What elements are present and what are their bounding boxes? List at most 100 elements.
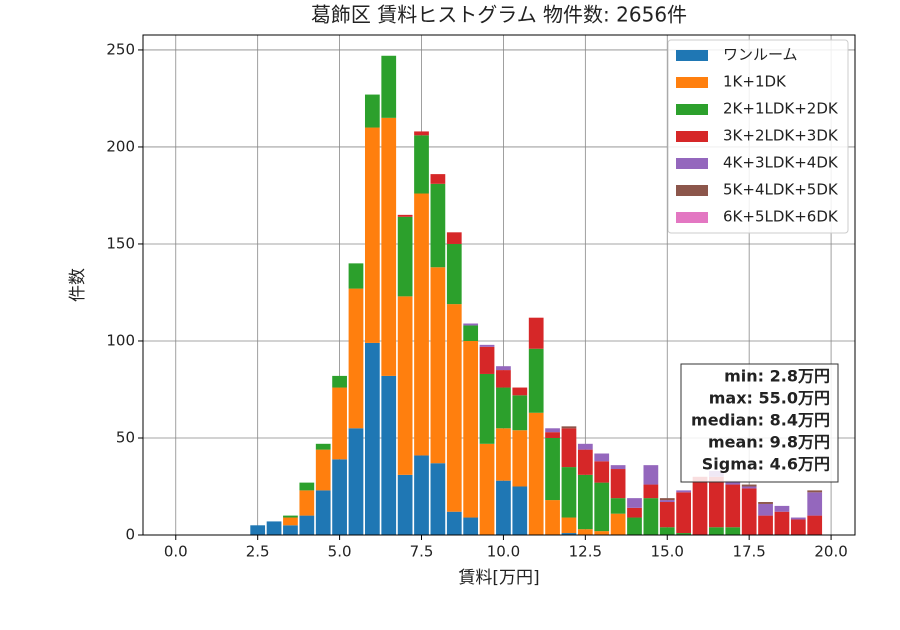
stats-box: min: 2.8万円 max: 55.0万円 median: 8.4万円 mean: …	[680, 363, 839, 483]
bar	[610, 513, 626, 535]
bar	[807, 490, 823, 493]
stats-line: median: 8.4万円	[691, 411, 830, 430]
y-tick-label: 200	[106, 137, 135, 155]
bar	[463, 517, 479, 535]
bar	[463, 325, 479, 341]
x-tick-label: 5.0	[328, 543, 352, 561]
stats-frame	[680, 363, 839, 483]
x-tick-label: 15.0	[651, 543, 684, 561]
bar	[512, 486, 528, 535]
bar	[348, 428, 364, 535]
bar	[381, 375, 397, 535]
bar	[659, 498, 675, 501]
stats-line: Sigma: 4.6万円	[702, 455, 830, 474]
legend-label: 1K+1DK	[723, 73, 787, 91]
x-tick-label: 17.5	[732, 543, 765, 561]
bar	[561, 467, 577, 518]
bar	[561, 533, 577, 535]
bar	[364, 342, 380, 535]
bar	[725, 527, 741, 535]
x-tick-label: 0.0	[164, 543, 188, 561]
stats-line: min: 2.8万円	[724, 367, 830, 386]
bar	[774, 505, 790, 512]
bar	[381, 117, 397, 376]
legend-label: 2K+1LDK+2DK	[723, 100, 839, 118]
bar	[512, 387, 528, 396]
bar	[692, 476, 708, 535]
bar	[709, 527, 724, 535]
bar	[610, 469, 626, 499]
bar	[299, 515, 315, 535]
bar	[709, 476, 724, 528]
bar	[528, 412, 544, 535]
bar	[741, 486, 757, 489]
bar	[643, 465, 659, 485]
bar	[397, 214, 413, 217]
bar	[545, 428, 560, 433]
bar	[446, 243, 462, 305]
legend-swatch	[676, 131, 708, 142]
bar	[299, 490, 315, 516]
bar	[463, 340, 479, 518]
legend-swatch	[676, 104, 708, 115]
legend-label: 5K+4LDK+5DK	[723, 181, 839, 199]
legend-swatch	[676, 158, 708, 169]
bar	[594, 461, 610, 483]
bar	[430, 183, 446, 268]
bar	[627, 507, 642, 518]
bar	[790, 519, 806, 535]
bar	[561, 517, 577, 534]
bar	[627, 517, 642, 535]
bar	[676, 533, 692, 535]
bar	[397, 474, 413, 535]
bar	[725, 480, 741, 485]
bar	[577, 449, 593, 475]
bar	[430, 267, 446, 464]
bar	[496, 480, 511, 535]
bar	[283, 515, 298, 518]
x-tick-label: 10.0	[487, 543, 520, 561]
plot-frame	[142, 34, 856, 536]
legend-swatch	[676, 50, 708, 61]
x-tick-label: 20.0	[814, 543, 847, 561]
bar	[414, 135, 429, 194]
bar	[610, 498, 626, 514]
bar	[676, 492, 692, 534]
x-tick-label: 12.5	[569, 543, 602, 561]
bar	[774, 511, 790, 535]
bar	[250, 525, 266, 535]
y-tick-label: 250	[106, 40, 135, 58]
bar	[430, 463, 446, 535]
bar	[496, 370, 511, 388]
bar	[577, 474, 593, 530]
chart-title: 葛飾区 賃料ヒストグラム 物件数: 2656件	[311, 3, 687, 27]
bar	[348, 288, 364, 429]
bar	[446, 304, 462, 512]
bar	[430, 174, 446, 184]
bar	[266, 521, 282, 535]
legend-box	[667, 39, 849, 234]
bar	[479, 346, 495, 374]
bar	[479, 443, 495, 535]
bar	[496, 366, 511, 371]
bar	[594, 482, 610, 532]
bar	[332, 375, 347, 388]
y-tick-label: 100	[106, 331, 135, 349]
bar	[512, 395, 528, 431]
bar	[594, 531, 610, 535]
x-axis-label: 賃料[万円]	[458, 568, 539, 588]
stats-line: max: 55.0万円	[709, 389, 830, 408]
bar	[643, 484, 659, 499]
y-tick-label: 50	[116, 428, 135, 446]
legend-label: 6K+5LDK+6DK	[723, 208, 839, 226]
legend-label: 3K+2LDK+3DK	[723, 127, 839, 145]
bar	[758, 502, 773, 504]
x-tick-label: 2.5	[246, 543, 270, 561]
stats-line: mean: 9.8万円	[708, 433, 830, 452]
bar	[463, 323, 479, 326]
bar	[610, 465, 626, 470]
bar	[790, 517, 806, 520]
bar	[577, 443, 593, 450]
bar	[414, 455, 429, 535]
bar	[545, 437, 560, 501]
